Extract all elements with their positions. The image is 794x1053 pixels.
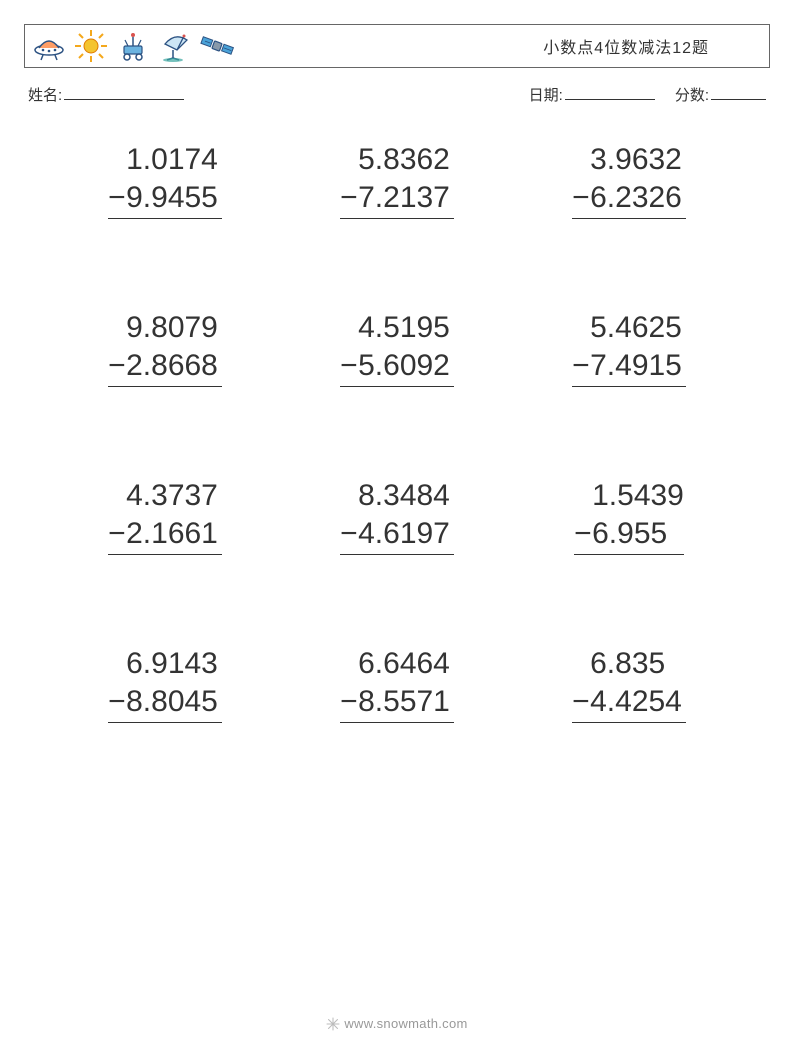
minuend: 8.3484 bbox=[340, 477, 454, 515]
subtrahend-row: −7.4915 bbox=[572, 347, 686, 388]
operator: − bbox=[572, 683, 590, 721]
subtrahend: 7.2137 bbox=[358, 181, 450, 214]
operator: − bbox=[340, 347, 358, 385]
subtrahend: 4.4254 bbox=[590, 685, 682, 718]
subtrahend: 8.8045 bbox=[126, 685, 218, 718]
operator: − bbox=[340, 179, 358, 217]
radar-icon bbox=[157, 28, 193, 64]
problem: 6.6464−8.5571 bbox=[286, 645, 508, 723]
subtrahend: 5.6092 bbox=[358, 349, 450, 382]
problem: 4.5195−5.6092 bbox=[286, 309, 508, 387]
name-field: 姓名: bbox=[28, 84, 184, 105]
subtrahend: 9.9455 bbox=[126, 181, 218, 214]
problem: 8.3484−4.6197 bbox=[286, 477, 508, 555]
info-left: 姓名: bbox=[28, 84, 184, 105]
problem: 5.8362−7.2137 bbox=[286, 141, 508, 219]
operator: − bbox=[108, 515, 126, 553]
snowflake-icon bbox=[326, 1017, 340, 1031]
subtrahend: 7.4915 bbox=[590, 349, 682, 382]
problem: 3.9632−6.2326 bbox=[518, 141, 740, 219]
problem: 1.5439−6.955 bbox=[518, 477, 740, 555]
name-label: 姓名: bbox=[28, 84, 62, 105]
date-field: 日期: bbox=[529, 84, 655, 105]
subtrahend-row: −6.955 bbox=[574, 515, 684, 556]
operator: − bbox=[340, 515, 358, 553]
problem: 5.4625−7.4915 bbox=[518, 309, 740, 387]
problem-stack: 4.3737−2.1661 bbox=[108, 477, 222, 555]
operator: − bbox=[572, 347, 590, 385]
minuend: 6.9143 bbox=[108, 645, 222, 683]
subtrahend: 4.6197 bbox=[358, 517, 450, 550]
info-right: 日期: 分数: bbox=[529, 84, 766, 105]
problem-stack: 3.9632−6.2326 bbox=[572, 141, 686, 219]
problem-stack: 6.9143−8.8045 bbox=[108, 645, 222, 723]
problem: 4.3737−2.1661 bbox=[54, 477, 276, 555]
problem-stack: 6.835−4.4254 bbox=[572, 645, 686, 723]
problem: 6.835−4.4254 bbox=[518, 645, 740, 723]
subtrahend-row: −7.2137 bbox=[340, 179, 454, 220]
minuend: 4.3737 bbox=[108, 477, 222, 515]
problem-stack: 5.8362−7.2137 bbox=[340, 141, 454, 219]
minuend: 5.4625 bbox=[572, 309, 686, 347]
subtrahend-row: −8.8045 bbox=[108, 683, 222, 724]
problem: 1.0174−9.9455 bbox=[54, 141, 276, 219]
operator: − bbox=[108, 683, 126, 721]
sun-icon bbox=[73, 28, 109, 64]
problem: 6.9143−8.8045 bbox=[54, 645, 276, 723]
operator: − bbox=[340, 683, 358, 721]
info-row: 姓名: 日期: 分数: bbox=[24, 84, 770, 105]
problem-stack: 8.3484−4.6197 bbox=[340, 477, 454, 555]
minuend: 3.9632 bbox=[572, 141, 686, 179]
ufo-icon bbox=[31, 28, 67, 64]
problem-stack: 9.8079−2.8668 bbox=[108, 309, 222, 387]
date-label: 日期: bbox=[529, 84, 563, 105]
header-icons bbox=[31, 28, 235, 64]
subtrahend-row: −8.5571 bbox=[340, 683, 454, 724]
name-blank[interactable] bbox=[64, 85, 184, 100]
subtrahend: 6.2326 bbox=[590, 181, 682, 214]
footer-url: www.snowmath.com bbox=[344, 1016, 467, 1031]
worksheet-page: 小数点4位数减法12题 姓名: 日期: 分数: 1.0174−9.94555.8… bbox=[0, 0, 794, 1053]
minuend: 5.8362 bbox=[340, 141, 454, 179]
operator: − bbox=[108, 347, 126, 385]
subtrahend: 8.5571 bbox=[358, 685, 450, 718]
subtrahend: 2.8668 bbox=[126, 349, 218, 382]
worksheet-title: 小数点4位数减法12题 bbox=[543, 34, 759, 58]
problem-stack: 4.5195−5.6092 bbox=[340, 309, 454, 387]
subtrahend-row: −4.4254 bbox=[572, 683, 686, 724]
minuend: 1.5439 bbox=[574, 477, 684, 515]
operator: − bbox=[108, 179, 126, 217]
date-blank[interactable] bbox=[565, 85, 655, 100]
subtrahend: 2.1661 bbox=[126, 517, 218, 550]
rover-icon bbox=[115, 28, 151, 64]
subtrahend-row: −2.1661 bbox=[108, 515, 222, 556]
score-field: 分数: bbox=[675, 84, 766, 105]
operator: − bbox=[572, 179, 590, 217]
problems-grid: 1.0174−9.94555.8362−7.21373.9632−6.23269… bbox=[24, 141, 770, 723]
footer: www.snowmath.com bbox=[0, 1016, 794, 1031]
subtrahend-row: −6.2326 bbox=[572, 179, 686, 220]
subtrahend: 6.955 bbox=[592, 517, 667, 550]
subtrahend-row: −5.6092 bbox=[340, 347, 454, 388]
problem-stack: 1.5439−6.955 bbox=[574, 477, 684, 555]
score-blank[interactable] bbox=[711, 85, 766, 100]
score-label: 分数: bbox=[675, 84, 709, 105]
minuend: 9.8079 bbox=[108, 309, 222, 347]
header-box: 小数点4位数减法12题 bbox=[24, 24, 770, 68]
subtrahend-row: −4.6197 bbox=[340, 515, 454, 556]
subtrahend-row: −2.8668 bbox=[108, 347, 222, 388]
minuend: 4.5195 bbox=[340, 309, 454, 347]
minuend: 6.6464 bbox=[340, 645, 454, 683]
problem-stack: 5.4625−7.4915 bbox=[572, 309, 686, 387]
minuend: 6.835 bbox=[572, 645, 686, 683]
minuend: 1.0174 bbox=[108, 141, 222, 179]
subtrahend-row: −9.9455 bbox=[108, 179, 222, 220]
problem: 9.8079−2.8668 bbox=[54, 309, 276, 387]
problem-stack: 6.6464−8.5571 bbox=[340, 645, 454, 723]
operator: − bbox=[574, 515, 592, 553]
problem-stack: 1.0174−9.9455 bbox=[108, 141, 222, 219]
satellite-icon bbox=[199, 28, 235, 64]
